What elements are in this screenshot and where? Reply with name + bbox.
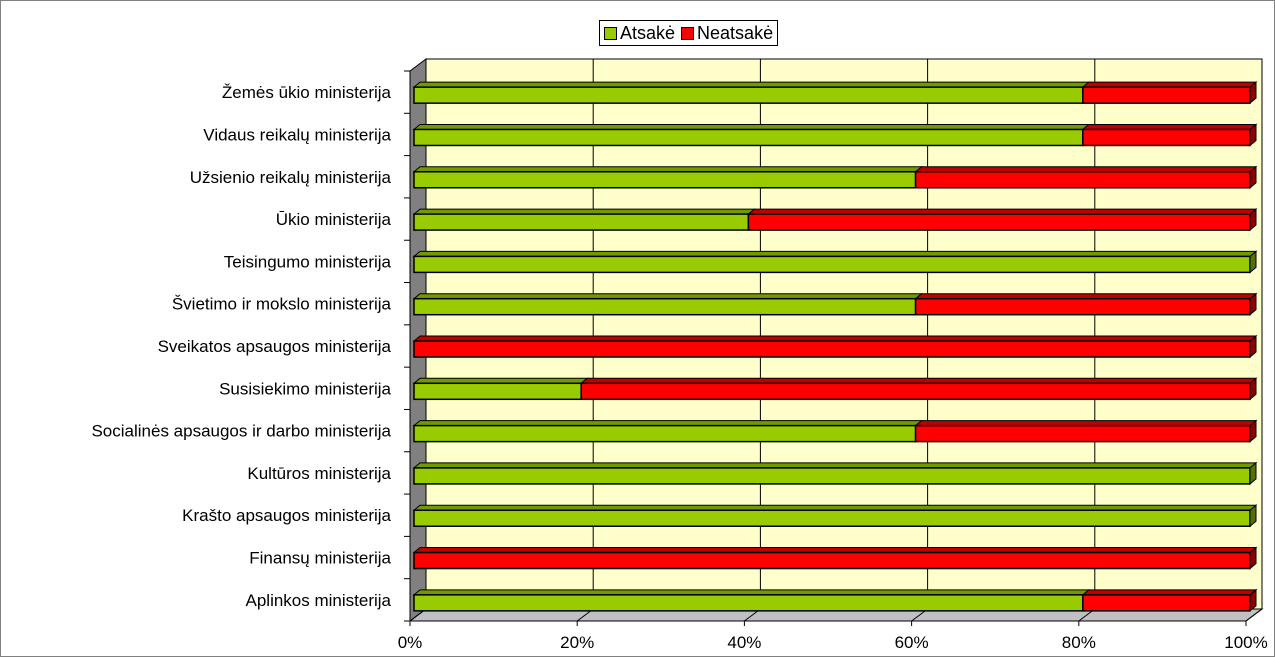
category-label: Finansų ministerija — [249, 549, 391, 568]
bar-side-neatsak- — [1249, 165, 1257, 189]
legend-label-neatsake: Neatsakė — [697, 22, 774, 43]
x-tick-label: 60% — [895, 633, 929, 652]
category-label: Aplinkos ministerija — [246, 591, 392, 610]
bar-neatsak- — [413, 340, 1251, 358]
bar-atsak- — [413, 171, 917, 189]
bar-neatsak- — [1082, 86, 1251, 104]
category-label: Vidaus reikalų ministerija — [203, 125, 391, 144]
bar-atsak- — [413, 128, 1084, 147]
bar-side-neatsak- — [1249, 377, 1257, 401]
legend-label-atsake: Atsakė — [620, 22, 676, 43]
category-label: Teisingumo ministerija — [224, 252, 392, 271]
bar-neatsak- — [914, 171, 1251, 189]
bar-side-neatsak- — [1249, 123, 1257, 147]
bar-neatsak- — [1082, 128, 1251, 147]
x-tick-label: 100% — [1224, 633, 1267, 652]
category-label: Susisiekimo ministerija — [219, 379, 391, 398]
x-tick-label: 20% — [560, 633, 594, 652]
bar-side-neatsak- — [1249, 208, 1257, 232]
category-label: Žemės ūkio ministerija — [222, 83, 392, 102]
bar-atsak- — [413, 424, 917, 443]
bar-atsak- — [413, 594, 1084, 612]
legend-item-atsake: Atsakė — [604, 23, 675, 44]
x-floor-gridline — [1245, 608, 1263, 622]
category-label: Švietimo ir mokslo ministerija — [172, 295, 392, 314]
legend-item-neatsake: Neatsakė — [681, 23, 773, 44]
bar-neatsak- — [914, 297, 1251, 316]
bar-side-neatsak- — [1249, 419, 1257, 443]
x-tick-label: 80% — [1062, 633, 1096, 652]
bar-atsak- — [413, 297, 917, 316]
bar-atsak- — [413, 86, 1084, 104]
bar-atsak- — [413, 255, 1251, 274]
bar-atsak- — [413, 467, 1251, 485]
bar-atsak- — [413, 213, 750, 231]
x-tick-label: 40% — [727, 633, 761, 652]
bar-side-neatsak- — [1249, 334, 1257, 359]
category-label: Krašto apsaugos ministerija — [182, 506, 391, 525]
x-tick-label: 0% — [398, 633, 423, 652]
legend-swatch-atsake — [604, 26, 617, 40]
bar-atsak- — [413, 382, 582, 401]
category-label: Ūkio ministerija — [276, 210, 392, 229]
category-label: Kultūros ministerija — [247, 464, 391, 483]
bar-neatsak- — [413, 551, 1251, 570]
category-label: Užsienio reikalų ministerija — [190, 168, 392, 187]
legend: Atsakė Neatsakė — [599, 20, 779, 46]
bar-side-atsak- — [1249, 250, 1257, 274]
bar-side-neatsak- — [1249, 546, 1257, 570]
bar-atsak- — [413, 509, 1251, 527]
bar-side-atsak- — [1249, 504, 1257, 528]
bar-neatsak- — [914, 424, 1251, 443]
legend-swatch-neatsake — [681, 26, 695, 40]
bar-side-neatsak- — [1249, 292, 1257, 316]
category-label: Sveikatos apsaugos ministerija — [158, 337, 392, 356]
bar-side-neatsak- — [1249, 588, 1257, 612]
bar-side-atsak- — [1249, 461, 1257, 485]
bar-neatsak- — [580, 382, 1251, 401]
bar-side-neatsak- — [1249, 81, 1257, 105]
category-label: Socialinės apsaugos ir darbo ministerija — [91, 422, 391, 441]
bar-neatsak- — [1082, 594, 1251, 612]
bar-neatsak- — [747, 213, 1251, 231]
